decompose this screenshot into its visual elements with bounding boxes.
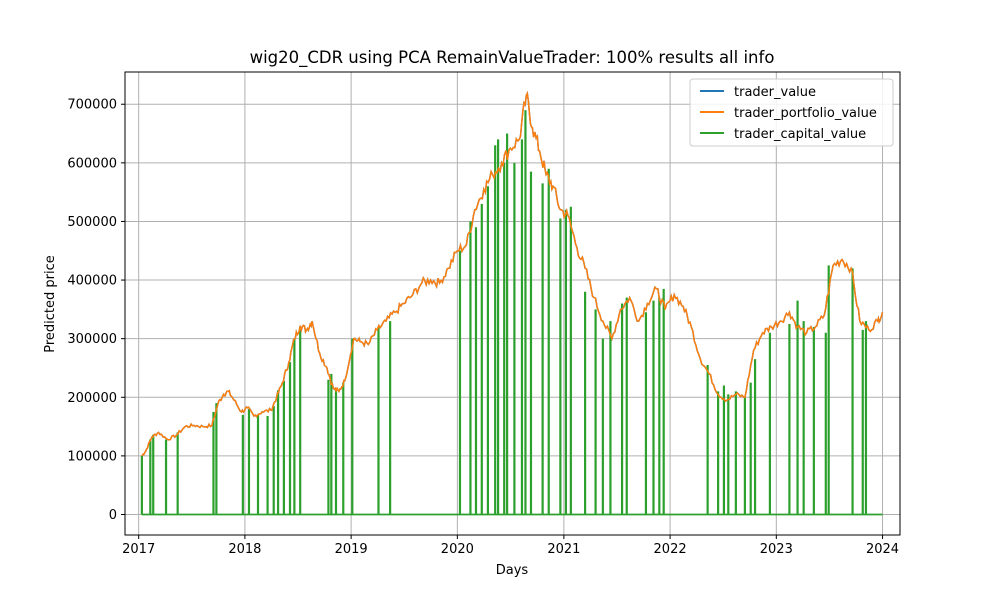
y-tick-label: 600000 [67,156,117,171]
x-tick-label: 2018 [228,542,261,557]
y-tick-label: 500000 [67,215,117,230]
x-tick-label: 2017 [122,542,155,557]
x-tick-label: 2021 [547,542,580,557]
legend-label-trader-capital-value: trader_capital_value [734,127,866,142]
x-tick-label: 2023 [760,542,793,557]
x-tick-label: 2020 [441,542,474,557]
chart-title: wig20_CDR using PCA RemainValueTrader: 1… [250,48,775,68]
x-tick-label: 2019 [335,542,368,557]
y-axis-title: Predicted price [43,255,58,353]
y-tick-label: 0 [109,508,117,523]
y-tick-label: 300000 [67,332,117,347]
x-tick-label: 2022 [654,542,687,557]
legend: trader_value trader_portfolio_value trad… [690,79,893,146]
y-tick-label: 700000 [67,98,117,113]
legend-label-trader-value: trader_value [734,85,816,100]
x-axis-title: Days [496,563,529,578]
y-tick-label: 200000 [67,391,117,406]
y-tick-label: 400000 [67,274,117,289]
legend-label-trader-portfolio-value: trader_portfolio_value [734,106,877,121]
x-tick-label: 2024 [866,542,899,557]
y-tick-label: 100000 [67,449,117,464]
